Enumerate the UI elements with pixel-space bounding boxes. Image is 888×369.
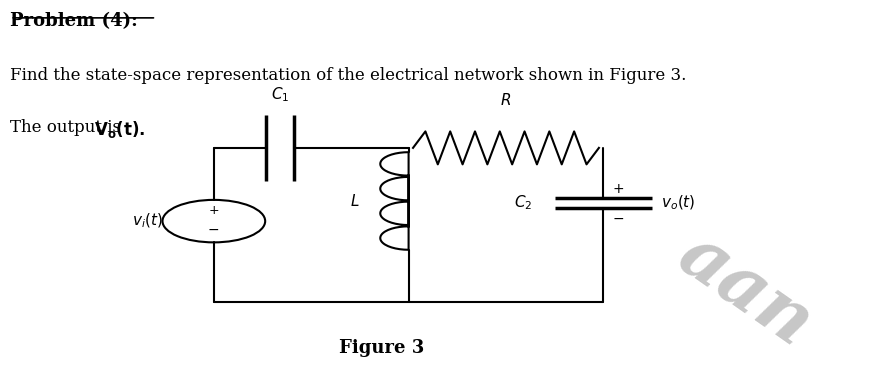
Text: −: − bbox=[208, 223, 219, 237]
Text: aan: aan bbox=[665, 218, 825, 360]
Text: $C_2$: $C_2$ bbox=[514, 193, 533, 212]
Text: +: + bbox=[209, 204, 219, 217]
Text: −: − bbox=[612, 212, 623, 226]
Text: $L$: $L$ bbox=[351, 193, 360, 209]
Text: Find the state-space representation of the electrical network shown in Figure 3.: Find the state-space representation of t… bbox=[11, 67, 686, 84]
Text: $R$: $R$ bbox=[500, 92, 511, 108]
Text: +: + bbox=[612, 182, 623, 196]
Text: $v_i(t)$: $v_i(t)$ bbox=[132, 212, 163, 230]
Text: $C_1$: $C_1$ bbox=[271, 85, 289, 104]
Text: Figure 3: Figure 3 bbox=[339, 339, 424, 356]
Text: $\mathbf{V_o(t).}$: $\mathbf{V_o(t).}$ bbox=[94, 118, 146, 139]
Text: $v_o(t)$: $v_o(t)$ bbox=[661, 194, 695, 212]
Text: The output is: The output is bbox=[11, 118, 126, 135]
Text: Problem (4):: Problem (4): bbox=[11, 13, 138, 30]
